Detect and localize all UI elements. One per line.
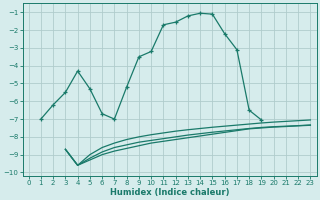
- X-axis label: Humidex (Indice chaleur): Humidex (Indice chaleur): [110, 188, 229, 197]
